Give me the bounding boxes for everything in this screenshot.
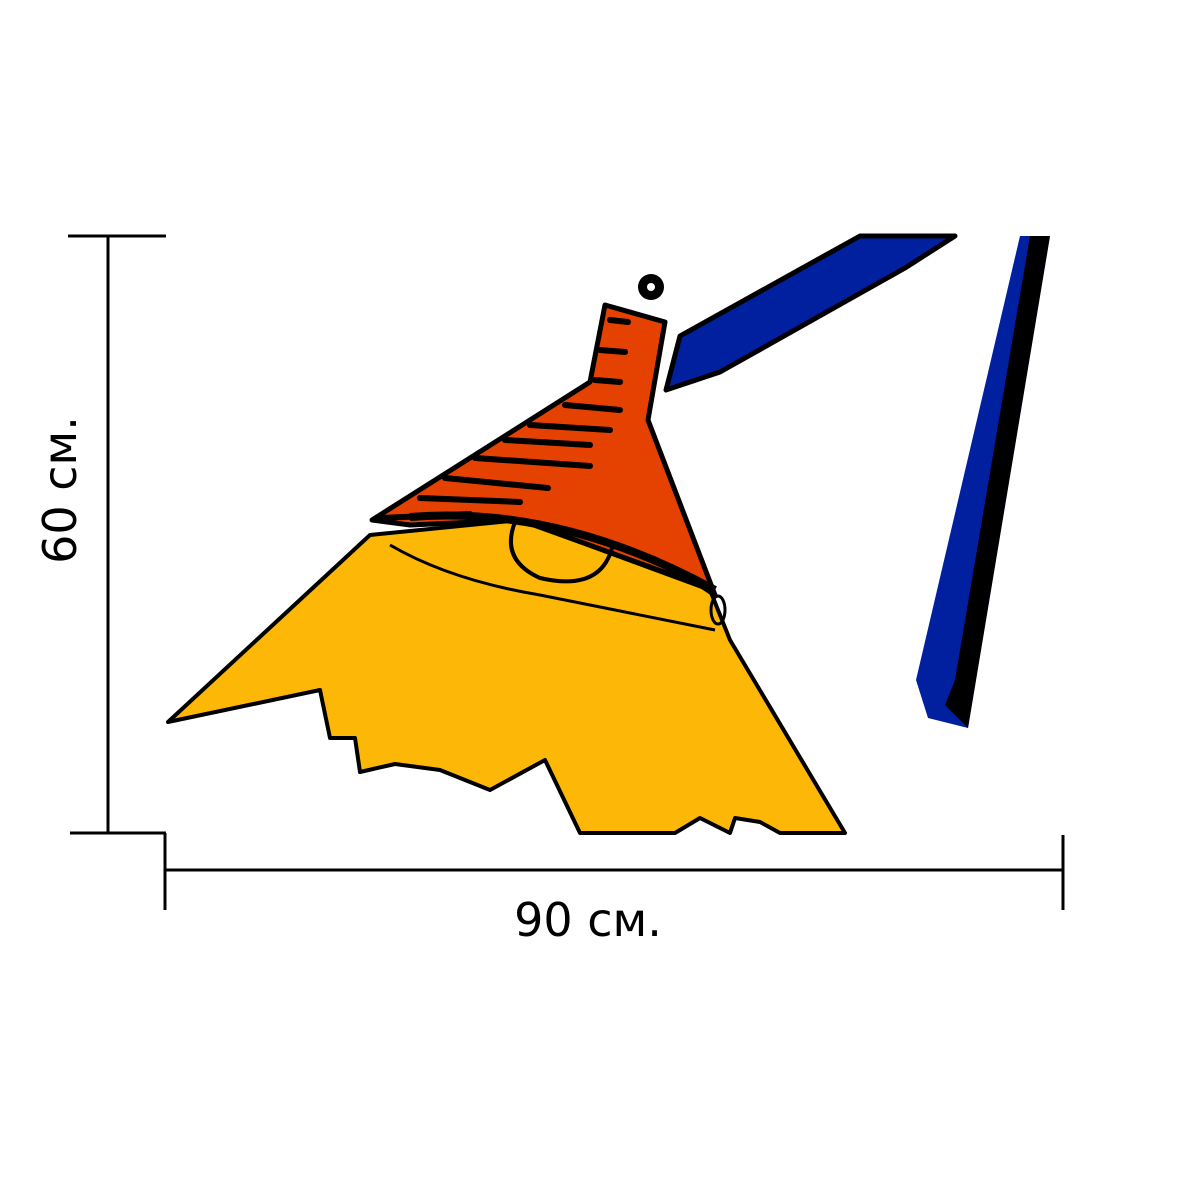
- hat-brim: [409, 511, 717, 594]
- head-line: [389, 543, 716, 632]
- dimension-lines: [68, 234, 1065, 910]
- ear: [709, 594, 727, 626]
- width-label: 90 см.: [514, 893, 662, 947]
- blue-bar-top: [663, 233, 958, 393]
- height-label: 60 см.: [33, 416, 87, 564]
- eye: [509, 521, 614, 584]
- yellow-shape: [166, 518, 847, 835]
- cone-hatching: [377, 317, 631, 521]
- blue-bar-shadow: [945, 236, 1050, 728]
- dot-inner: [647, 283, 655, 291]
- illustration: [166, 233, 1050, 835]
